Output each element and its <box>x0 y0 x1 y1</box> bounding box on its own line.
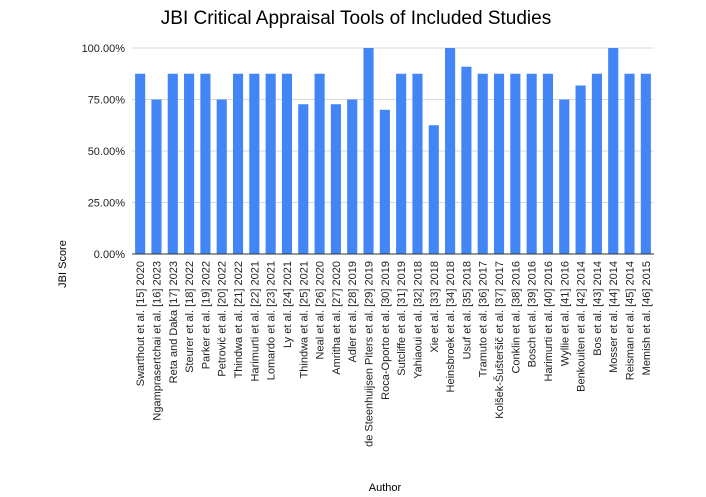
x-tick-label: Memish et al. [46] 2015 <box>641 261 653 375</box>
x-tick-label: Steurer et al. [18] 2022 <box>184 261 196 373</box>
bar <box>167 73 178 254</box>
x-tick-label: Yahiaoui et al. [32] 2018 <box>412 261 424 379</box>
bar <box>232 73 244 254</box>
x-tick-label: Harimurti et al. [40] 2016 <box>543 261 555 381</box>
bar <box>347 99 358 254</box>
x-tick-label: Benkouiten et al. [42] 2014 <box>576 261 588 392</box>
bar <box>591 73 602 254</box>
bar <box>379 109 390 254</box>
y-tick-label: 75.00% <box>88 95 126 107</box>
bar <box>428 125 439 254</box>
y-axis-label: JBI Score <box>57 240 69 288</box>
x-tick-label: Conklin et al. [38] 2016 <box>510 261 522 374</box>
x-tick-label: Bos et al. [43] 2014 <box>592 261 604 356</box>
x-tick-label: Kolšek-Šušteršič et al. [37] 2017 <box>493 261 506 419</box>
x-tick-label: Harimurti et al. [22] 2021 <box>249 261 261 381</box>
bar <box>510 73 521 254</box>
bar <box>330 104 341 254</box>
x-tick-label: Amritha et al. [27] 2020 <box>331 261 343 375</box>
bar <box>542 73 554 254</box>
x-tick-label: Parker et al. [19] 2022 <box>200 261 212 369</box>
bar <box>265 73 276 254</box>
x-tick-label: Petrović et al. [20] 2022 <box>217 261 229 377</box>
bar <box>412 73 423 254</box>
bar <box>216 99 227 254</box>
bar <box>200 73 211 254</box>
x-tick-label: Swarthout et al. [15] 2020 <box>135 261 147 386</box>
bar <box>298 104 309 254</box>
x-tick-label: Xie et al. [33] 2018 <box>429 261 441 353</box>
x-tick-label: Mosser et al. [44] 2014 <box>608 261 620 373</box>
y-tick-labels: 0.00% 25.00% 50.00% 75.00% 100.00% <box>82 43 126 261</box>
bar <box>281 73 293 254</box>
x-tick-label: Adler et al. [28] 2019 <box>347 261 359 363</box>
bar <box>151 99 162 254</box>
x-tick-label: Ngamprasertchai et al. [16] 2023 <box>151 261 163 421</box>
bar <box>575 85 586 254</box>
x-tick-label: Ly et al. [24] 2021 <box>282 261 294 348</box>
bar <box>526 73 537 254</box>
bar <box>493 73 505 254</box>
x-tick-label: Usuf et al. [35] 2018 <box>461 261 473 359</box>
x-tick-label: Thindwa et al. [25] 2021 <box>298 261 310 378</box>
y-tick-label: 100.00% <box>82 43 126 55</box>
x-tick-label: Reisman et al. [45] 2014 <box>625 261 637 380</box>
bar <box>640 73 651 254</box>
x-tick-label: Lomardo et al. [23] 2021 <box>266 261 278 380</box>
bar <box>559 99 570 254</box>
bar <box>477 73 488 254</box>
bar <box>624 73 635 254</box>
x-tick-label: Sutcliffe et al. [31] 2019 <box>396 261 408 376</box>
x-tick-label: Roca-Oporto et al. [30] 2019 <box>380 261 392 400</box>
x-tick-label: Tramuto et al. [36] 2017 <box>478 261 490 377</box>
y-tick-label: 0.00% <box>94 249 125 261</box>
y-tick-label: 50.00% <box>88 146 126 158</box>
x-tick-label: Reta and Daka [17] 2023 <box>168 261 180 383</box>
x-tick-label: Heinsbroek et al. [34] 2018 <box>445 261 457 392</box>
bar <box>461 66 472 254</box>
x-tick-label: Bosch et al. [39] 2016 <box>527 261 539 367</box>
x-tick-label: Thindwa et al. [21] 2022 <box>233 261 245 378</box>
x-tick-label: Neal et al. [26] 2020 <box>315 261 327 359</box>
bar <box>445 48 456 254</box>
x-tick-label: Wyllie et al. [41] 2016 <box>559 261 571 366</box>
x-tick-labels: Swarthout et al. [15] 2020 Ngamprasertcha… <box>135 261 653 447</box>
bars <box>135 48 651 254</box>
bar <box>363 48 374 254</box>
bar <box>249 73 260 254</box>
bar <box>608 48 619 254</box>
x-axis-label: Author <box>369 482 402 494</box>
y-tick-label: 25.00% <box>88 198 126 210</box>
x-tick-label: de Steenhuijsen Piters et al. [29] 2019 <box>364 261 376 447</box>
bar <box>184 73 195 254</box>
bar <box>135 73 146 254</box>
bar <box>396 73 407 254</box>
bar <box>314 73 325 254</box>
chart-title: JBI Critical Appraisal Tools of Included… <box>161 8 551 29</box>
